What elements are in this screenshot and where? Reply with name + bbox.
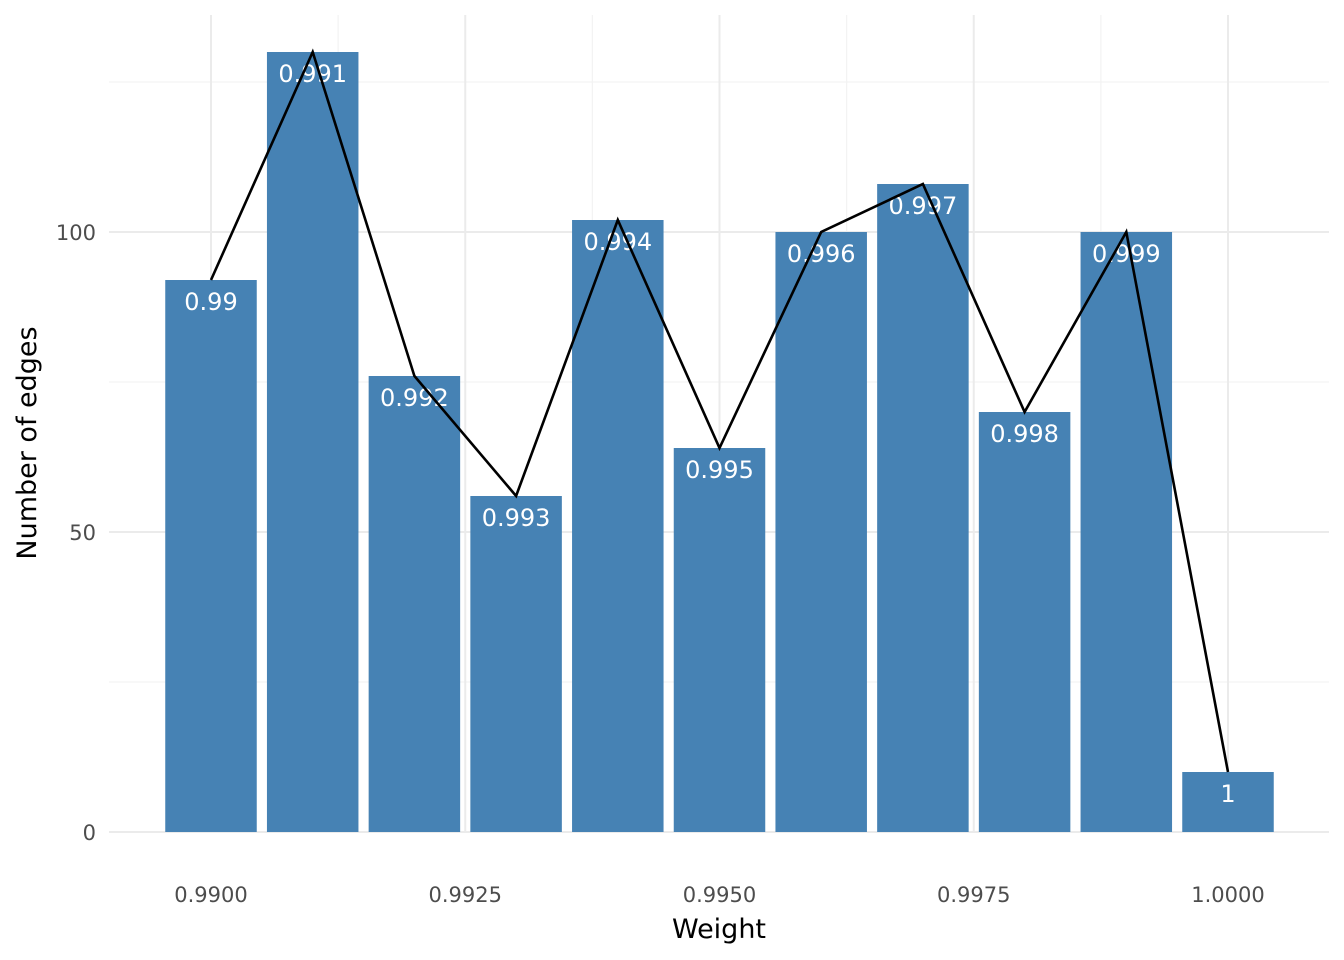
y-tick-label: 0: [83, 821, 96, 845]
bar: [673, 448, 766, 832]
bar: [775, 232, 867, 832]
bar: [1080, 232, 1173, 832]
bar: [978, 412, 1071, 832]
bar: [368, 376, 461, 832]
bar-value-label: 0.995: [685, 456, 754, 484]
bar-value-label: 0.998: [990, 420, 1059, 448]
series-line: [209, 48, 1230, 773]
bar: [877, 184, 969, 832]
bar-value-label: 0.991: [278, 60, 347, 88]
bar: [165, 280, 257, 832]
bar-value-label: 1: [1220, 780, 1235, 808]
y-axis-title: Number of edges: [12, 326, 43, 559]
x-tick-label: 0.9925: [429, 883, 502, 907]
bar-value-label: 0.997: [889, 192, 958, 220]
trend-line: [209, 48, 1230, 773]
x-tick-label: 0.9975: [937, 883, 1010, 907]
bar: [1182, 772, 1274, 832]
bar: [470, 496, 562, 832]
bar-value-label: 0.993: [482, 504, 551, 532]
x-tick-label: 0.9900: [174, 883, 247, 907]
x-tick-label: 0.9950: [683, 883, 756, 907]
bar-value-label: 0.992: [380, 384, 449, 412]
bar: [572, 220, 664, 832]
y-tick-labels: 0 50 100: [56, 221, 96, 845]
bar-value-label: 0.999: [1092, 240, 1161, 268]
bar: [266, 52, 359, 832]
bar-labels: 0.99 0.991 0.992 0.993 0.994 0.995 0.996 0.997 0…: [184, 60, 1235, 808]
x-tick-labels: 0.9900 0.9925 0.9950 0.9975 1.0000: [174, 883, 1264, 907]
y-tick-label: 50: [69, 521, 96, 545]
x-axis-title: Weight: [672, 914, 766, 945]
bar-value-label: 0.994: [583, 228, 652, 256]
bar-value-label: 0.996: [787, 240, 856, 268]
y-tick-label: 100: [56, 221, 96, 245]
bars: [165, 52, 1274, 832]
x-tick-label: 1.0000: [1191, 883, 1264, 907]
bar-value-label: 0.99: [184, 288, 237, 316]
